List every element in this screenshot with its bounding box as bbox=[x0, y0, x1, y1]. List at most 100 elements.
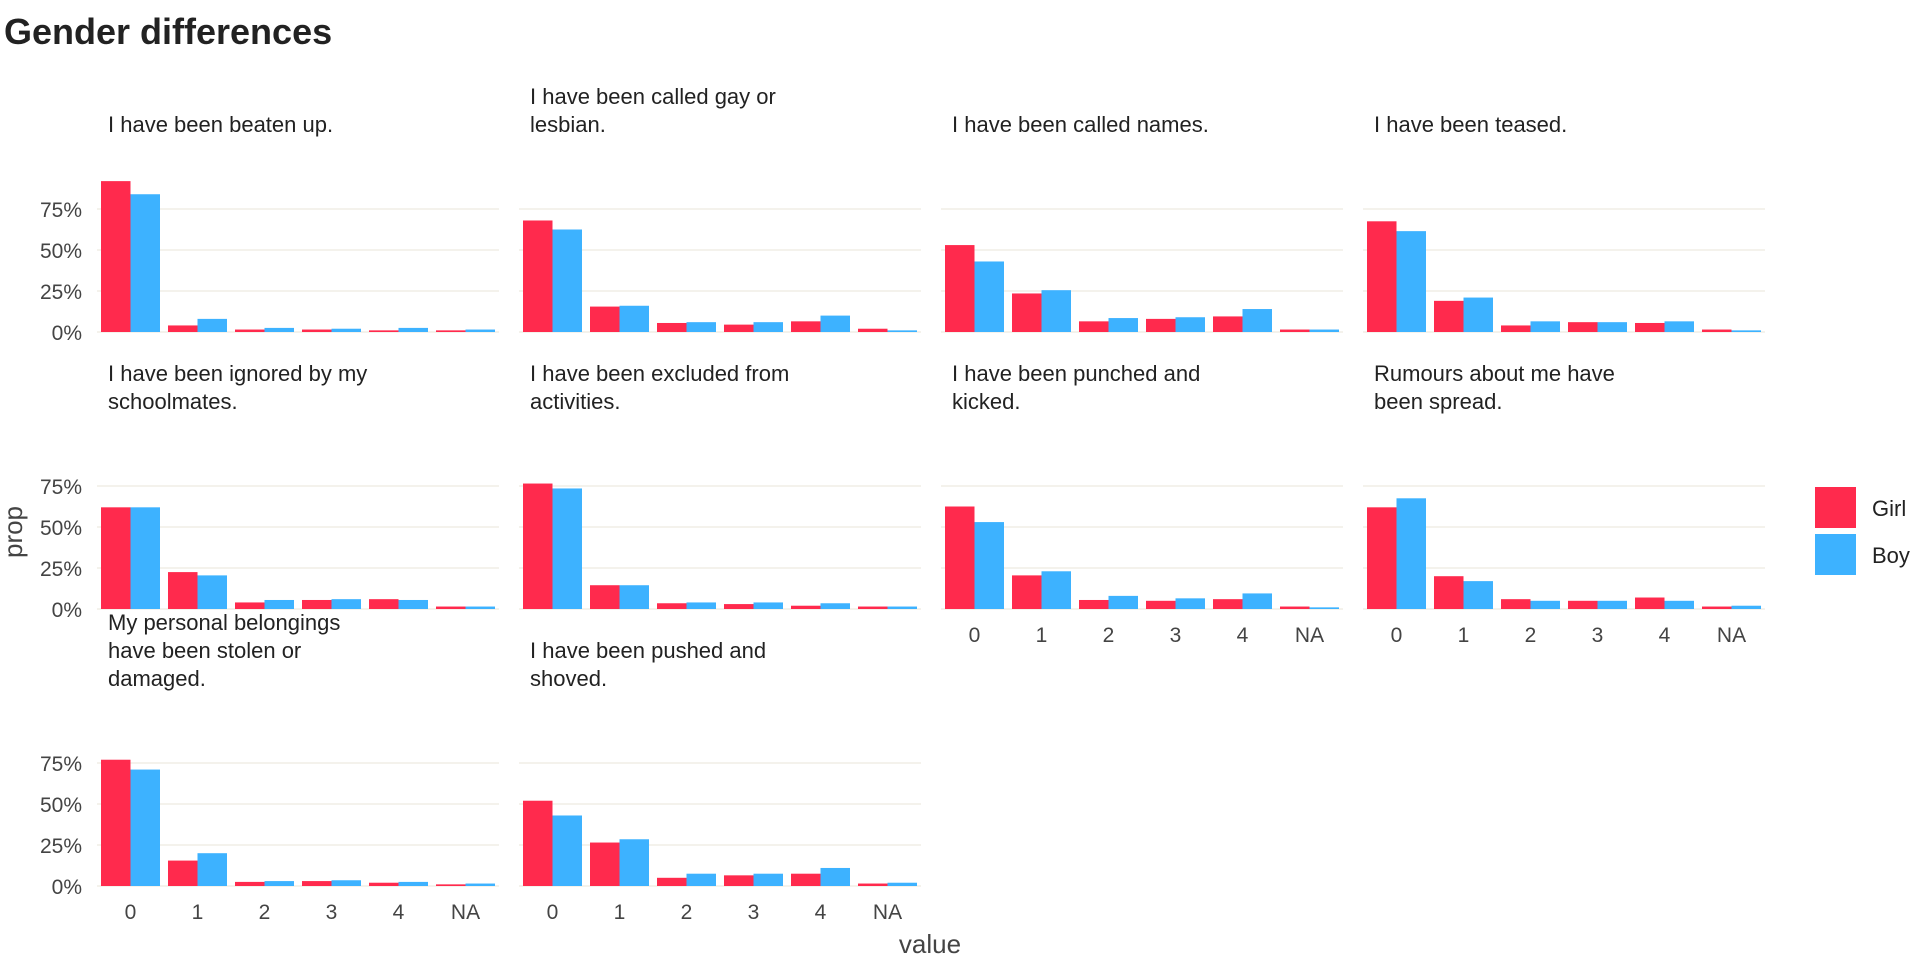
facet-title: lesbian. bbox=[530, 112, 606, 137]
x-tick-label: 0 bbox=[969, 624, 981, 647]
bar-boy bbox=[686, 602, 716, 609]
bar-boy bbox=[1530, 321, 1560, 332]
bar-boy bbox=[465, 606, 495, 609]
bar-girl bbox=[791, 605, 821, 609]
x-tick-label: NA bbox=[1717, 624, 1746, 647]
bar-boy bbox=[974, 522, 1004, 609]
bar-girl bbox=[235, 329, 265, 332]
bar-girl bbox=[1635, 597, 1665, 609]
x-tick-label: 4 bbox=[815, 901, 827, 924]
bar-boy bbox=[130, 194, 160, 332]
y-tick-label: 25% bbox=[40, 835, 82, 858]
bar-boy bbox=[130, 507, 160, 609]
bar-girl bbox=[168, 325, 198, 332]
legend-label-boy: Boy bbox=[1872, 543, 1910, 568]
bar-girl bbox=[1146, 600, 1176, 609]
bar-boy bbox=[1242, 593, 1272, 609]
bar-boy bbox=[1242, 309, 1272, 332]
bar-girl bbox=[436, 606, 466, 609]
bar-girl bbox=[1079, 599, 1109, 609]
bar-boy bbox=[1664, 321, 1694, 332]
facet-panel: I have been teased. bbox=[1363, 112, 1765, 333]
facet-title: shoved. bbox=[530, 666, 607, 691]
bar-girl bbox=[1635, 322, 1665, 332]
x-tick-label: 0 bbox=[1391, 624, 1403, 647]
x-tick-label: 3 bbox=[326, 901, 338, 924]
bar-boy bbox=[1108, 318, 1138, 332]
bar-boy bbox=[331, 599, 361, 609]
chart-title: Gender differences bbox=[4, 11, 332, 52]
bar-boy bbox=[887, 330, 917, 332]
bar-boy bbox=[753, 322, 783, 332]
facet-panels: I have been beaten up.0%25%50%75%I have … bbox=[40, 84, 1765, 924]
bar-boy bbox=[1530, 600, 1560, 609]
y-tick-label: 0% bbox=[52, 322, 82, 345]
bar-boy bbox=[753, 602, 783, 609]
bar-girl bbox=[791, 873, 821, 886]
bar-girl bbox=[101, 759, 131, 886]
y-tick-label: 25% bbox=[40, 558, 82, 581]
facet-panel: I have been called names. bbox=[941, 112, 1343, 333]
bar-boy bbox=[197, 575, 227, 609]
bar-girl bbox=[235, 881, 265, 886]
facet-panel: Rumours about me have been spread. 0 1 2 3 4 NA bbox=[1363, 361, 1765, 647]
facet-title: been spread. bbox=[1374, 389, 1502, 414]
bar-boy bbox=[552, 488, 582, 609]
bar-girl bbox=[590, 842, 620, 886]
facet-title: I have been punched and bbox=[952, 361, 1200, 386]
bar-girl bbox=[101, 181, 131, 332]
bar-boy bbox=[1396, 231, 1426, 332]
bar-boy bbox=[887, 882, 917, 886]
facet-panel: I have been excluded from activities. bbox=[519, 361, 921, 610]
bar-boy bbox=[331, 328, 361, 332]
bar-girl bbox=[657, 322, 687, 332]
bar-boy bbox=[264, 327, 294, 332]
bar-girl bbox=[590, 585, 620, 609]
bar-girl bbox=[590, 306, 620, 332]
x-tick-label: NA bbox=[1295, 624, 1324, 647]
bar-girl bbox=[523, 483, 553, 609]
bar-boy bbox=[398, 881, 428, 886]
bar-boy bbox=[1597, 322, 1627, 332]
y-tick-label: 50% bbox=[40, 517, 82, 540]
facet-title: kicked. bbox=[952, 389, 1020, 414]
legend-swatch-girl bbox=[1815, 487, 1856, 528]
bar-girl bbox=[168, 572, 198, 609]
bar-boy bbox=[264, 599, 294, 609]
bar-boy bbox=[398, 327, 428, 332]
x-tick-label: 4 bbox=[393, 901, 405, 924]
bar-boy bbox=[974, 261, 1004, 332]
x-tick-label: 1 bbox=[1036, 624, 1048, 647]
bar-boy bbox=[1108, 595, 1138, 609]
bar-girl bbox=[1702, 606, 1732, 609]
bar-girl bbox=[1702, 329, 1732, 332]
bar-girl bbox=[369, 882, 399, 886]
bar-girl bbox=[1568, 322, 1598, 332]
bar-girl bbox=[724, 604, 754, 609]
bar-girl bbox=[523, 220, 553, 332]
bar-girl bbox=[657, 603, 687, 609]
y-tick-label: 0% bbox=[52, 876, 82, 899]
bar-boy bbox=[1664, 600, 1694, 609]
bar-boy bbox=[1396, 498, 1426, 609]
bar-girl bbox=[302, 329, 332, 332]
bar-boy bbox=[820, 315, 850, 332]
bar-boy bbox=[686, 873, 716, 886]
bar-boy bbox=[619, 839, 649, 886]
y-tick-label: 75% bbox=[40, 199, 82, 222]
bar-boy bbox=[1597, 600, 1627, 609]
bar-girl bbox=[302, 599, 332, 609]
y-tick-label: 50% bbox=[40, 794, 82, 817]
x-tick-label: 1 bbox=[192, 901, 204, 924]
bar-boy bbox=[1041, 290, 1071, 332]
bar-girl bbox=[657, 877, 687, 886]
legend: Girl Boy bbox=[1815, 487, 1910, 575]
bar-boy bbox=[398, 599, 428, 609]
bar-girl bbox=[369, 330, 399, 332]
facet-panel: I have been ignored by my schoolmates. 0% 2… bbox=[40, 361, 499, 622]
facet-panel: I have been called gay or lesbian. bbox=[519, 84, 921, 333]
bar-girl bbox=[1501, 325, 1531, 332]
bar-boy bbox=[887, 606, 917, 609]
bar-boy bbox=[619, 305, 649, 332]
x-tick-label: 3 bbox=[1592, 624, 1604, 647]
